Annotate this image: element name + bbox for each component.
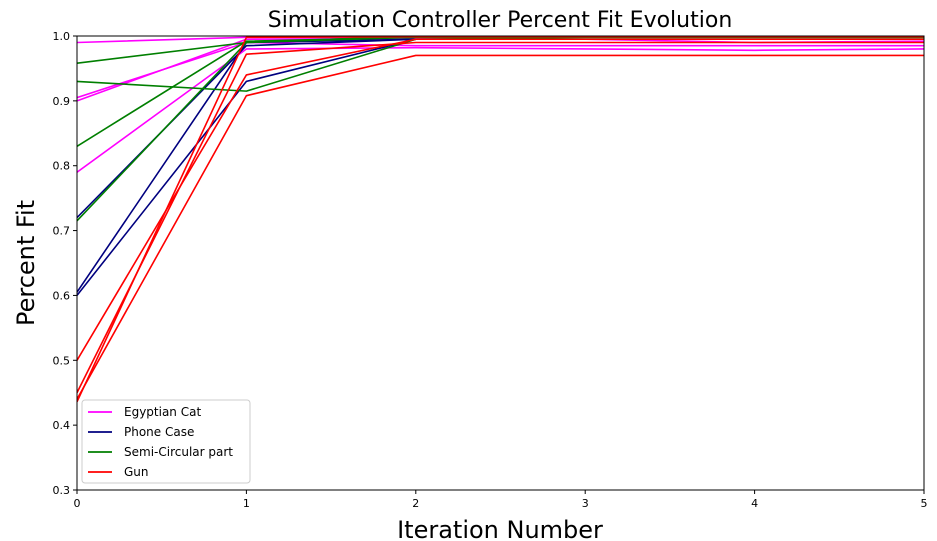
legend-label: Semi-Circular part (124, 445, 233, 459)
y-tick-label: 0.4 (53, 419, 71, 432)
series-line-semi-circular-part-1 (77, 36, 924, 65)
legend-label: Egyptian Cat (124, 405, 201, 419)
series-line-gun-3 (77, 54, 924, 400)
chart-title: Simulation Controller Percent Fit Evolut… (268, 8, 733, 33)
series-line-gun-4 (77, 36, 924, 403)
x-tick-label: 2 (412, 497, 419, 510)
series-line-egyptian-cat-3 (77, 46, 924, 173)
series-line-gun-2 (77, 41, 924, 394)
series-line-phone-case-2 (77, 38, 924, 296)
x-axis-ticks: 0 1 2 3 4 5 (74, 490, 928, 510)
y-tick-label: 0.7 (53, 225, 71, 238)
legend: Egyptian Cat Phone Case Semi-Circular part… (81, 399, 251, 484)
series-line-gun-1 (77, 38, 924, 361)
x-tick-label: 1 (243, 497, 250, 510)
y-tick-label: 0.6 (53, 289, 71, 302)
legend-box (81, 399, 251, 484)
plot-frame (76, 35, 925, 491)
series-line-egyptian-cat-2 (77, 41, 924, 99)
y-tick-label: 0.3 (53, 484, 71, 497)
y-axis-ticks: 0.3 0.4 0.5 0.6 0.7 0.8 0.9 1.0 (53, 30, 77, 497)
legend-label: Phone Case (124, 425, 194, 439)
x-tick-label: 0 (74, 497, 81, 510)
y-axis-title: Percent Fit (12, 200, 40, 326)
y-tick-label: 1.0 (53, 30, 71, 43)
x-axis-title: Iteration Number (397, 516, 603, 541)
x-tick-label: 4 (751, 497, 758, 510)
series-line-phone-case-3 (77, 38, 924, 293)
y-tick-label: 0.5 (53, 354, 71, 367)
series-layer (77, 36, 924, 403)
y-tick-label: 0.9 (53, 95, 71, 108)
x-tick-label: 3 (582, 497, 589, 510)
legend-label: Gun (124, 465, 149, 479)
y-tick-label: 0.8 (53, 160, 71, 173)
x-tick-label: 5 (921, 497, 928, 510)
